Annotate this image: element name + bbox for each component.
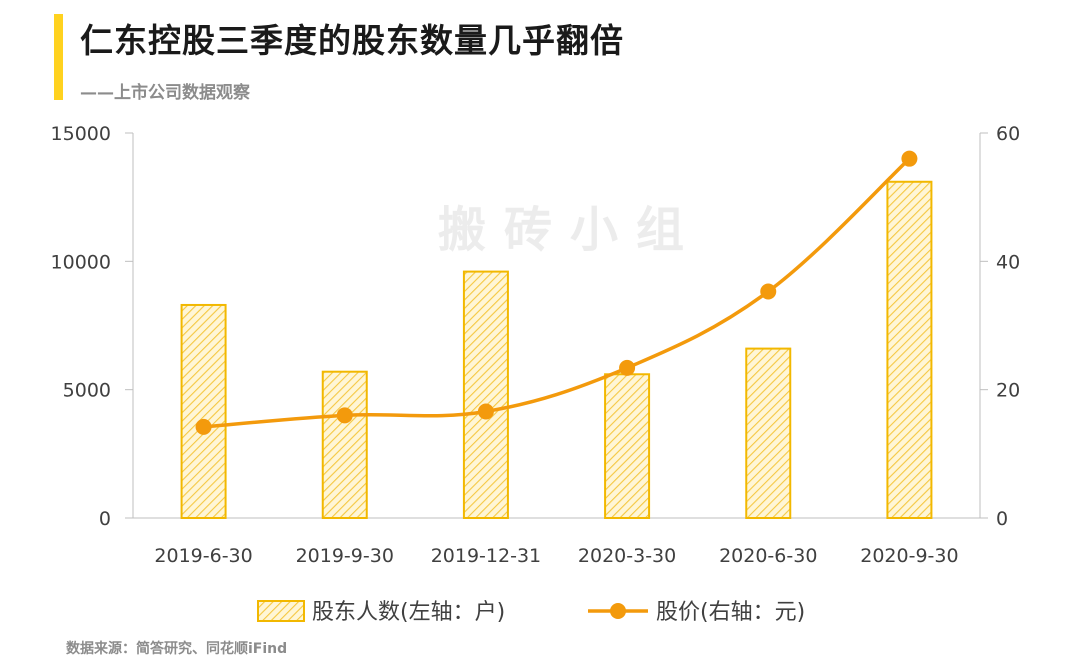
price-point [195,418,212,435]
bar [604,373,651,519]
bar [886,180,933,519]
bar [321,370,368,520]
price-point [619,359,636,376]
bar [745,347,792,519]
y-right-tick-label: 0 [996,508,1008,530]
title-accent-bar [54,14,63,100]
y-left-tick-label: 15000 [51,123,111,145]
price-line [203,157,911,429]
y-right-tick-label: 20 [996,380,1020,402]
bar [462,270,509,519]
y-left-tick-label: 5000 [63,380,111,402]
y-right-tick-label: 60 [996,123,1020,145]
legend-line-label: 股价(右轴：元) [656,600,805,625]
price-point [760,283,777,300]
x-tick-label: 2019-6-30 [154,545,252,567]
y-right-tick-label: 40 [996,251,1020,273]
x-tick-label: 2020-9-30 [860,545,958,567]
chart-title: 仁东控股三季度的股东数量几乎翻倍 [80,21,624,60]
legend: 股东人数(左轴：户) 股价(右轴：元) [257,600,805,625]
data-source: 数据来源：简答研究、同花顺iFind [66,641,288,657]
line-series [195,150,918,435]
legend-bar-swatch [257,600,305,622]
y-left-tick-label: 10000 [51,251,111,273]
chart-subtitle: ——上市公司数据观察 [80,83,250,103]
x-tick-label: 2020-3-30 [578,545,676,567]
watermark: 搬砖小组 [438,202,702,258]
price-point [477,403,494,420]
x-tick-label: 2019-9-30 [296,545,394,567]
x-tick-label: 2020-6-30 [719,545,817,567]
price-point [336,407,353,424]
x-tick-label: 2019-12-31 [431,545,541,567]
bar-series [180,180,933,520]
legend-line-marker [610,603,626,619]
bar [180,303,227,520]
legend-bar-label: 股东人数(左轴：户) [312,600,505,625]
axes: 0 5000 10000 15000 0 20 40 60 2019-6-30 2019-9-30… [51,123,1021,567]
y-left-tick-label: 0 [99,508,111,530]
price-point [901,150,918,167]
